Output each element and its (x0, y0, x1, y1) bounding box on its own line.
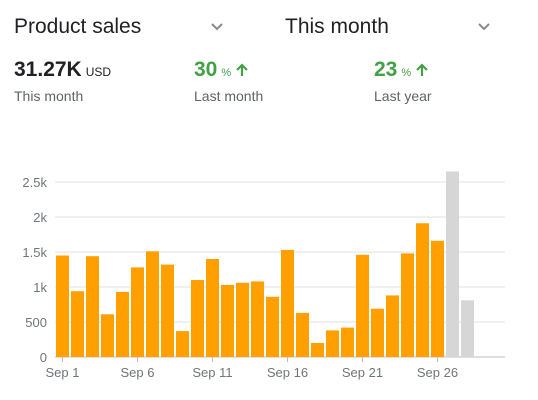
bar-day-28[interactable] (461, 300, 474, 357)
period-selector[interactable]: This month (285, 10, 493, 44)
stat-current-value: 31.27K (14, 58, 82, 81)
bar-day-26[interactable] (431, 240, 444, 357)
stat-last-month: 30 % Last month (194, 58, 263, 104)
stat-last-year-unit: % (401, 67, 412, 79)
chart-axis: 0 500 1k 1.5k 2k 2.5k Sep 1 Sep 6 Sep 11 Sep 16 Se… (22, 175, 458, 380)
metric-selector[interactable]: Product sales (14, 10, 226, 44)
bar-day-15[interactable] (266, 296, 279, 357)
bar-day-23[interactable] (386, 295, 399, 357)
bar-day-22[interactable] (371, 308, 384, 357)
bar-day-10[interactable] (191, 280, 204, 357)
bar-day-6[interactable] (131, 267, 144, 357)
x-tick-label: Sep 21 (342, 365, 383, 380)
bar-day-27[interactable] (446, 171, 459, 358)
y-tick-label: 1k (33, 280, 47, 295)
stat-last-year-label: Last year (374, 88, 432, 104)
bar-day-11[interactable] (206, 259, 219, 357)
bar-day-8[interactable] (161, 264, 174, 357)
x-tick-label: Sep 26 (417, 365, 458, 380)
bar-day-13[interactable] (236, 282, 249, 357)
stat-last-month-value: 30 (194, 58, 218, 81)
bar-day-20[interactable] (341, 327, 354, 357)
x-tick-label: Sep 1 (46, 365, 80, 380)
chart-grid (55, 181, 505, 358)
bar-day-24[interactable] (401, 253, 414, 357)
stat-last-month-label: Last month (194, 88, 264, 104)
sales-bar-chart: 0 500 1k 1.5k 2k 2.5k Sep 1 Sep 6 Sep 11 Sep 16 Se… (22, 171, 505, 380)
chevron-down-icon (478, 23, 490, 31)
chevron-down-icon (211, 23, 223, 31)
y-tick-label: 2k (33, 210, 47, 225)
chart-bars (56, 171, 474, 358)
stat-last-year: 23 % Last year (374, 58, 432, 104)
metric-selector-label: Product sales (14, 15, 142, 38)
bar-day-18[interactable] (311, 343, 324, 357)
stat-current-label: This month (14, 88, 84, 104)
x-tick-label: Sep 11 (192, 365, 232, 380)
bar-day-19[interactable] (326, 330, 339, 357)
arrow-up-icon (416, 63, 428, 76)
bar-day-21[interactable] (356, 254, 369, 357)
bar-day-5[interactable] (116, 291, 129, 357)
bar-day-25[interactable] (416, 223, 429, 357)
bar-day-9[interactable] (176, 331, 189, 357)
bar-day-12[interactable] (221, 284, 234, 357)
bar-day-3[interactable] (86, 256, 99, 357)
y-tick-label: 0 (40, 350, 47, 365)
bar-day-1[interactable] (56, 255, 69, 358)
bar-day-16[interactable] (281, 249, 294, 357)
stat-current-unit: USD (85, 65, 112, 79)
y-tick-label: 1.5k (22, 245, 47, 260)
stat-last-year-value: 23 (374, 58, 398, 81)
y-tick-label: 500 (25, 315, 47, 330)
bar-day-4[interactable] (101, 314, 114, 357)
arrow-up-icon (236, 63, 248, 76)
x-tick-label: Sep 6 (121, 365, 155, 380)
bar-day-17[interactable] (296, 312, 309, 357)
y-tick-label: 2.5k (22, 175, 47, 190)
stat-last-month-unit: % (221, 67, 232, 79)
bar-day-14[interactable] (251, 281, 264, 357)
x-tick-label: Sep 16 (267, 365, 308, 380)
bar-day-7[interactable] (146, 251, 159, 357)
stat-current: 31.27K USD This month (14, 58, 111, 104)
bar-day-2[interactable] (71, 291, 84, 357)
period-selector-label: This month (285, 15, 389, 38)
